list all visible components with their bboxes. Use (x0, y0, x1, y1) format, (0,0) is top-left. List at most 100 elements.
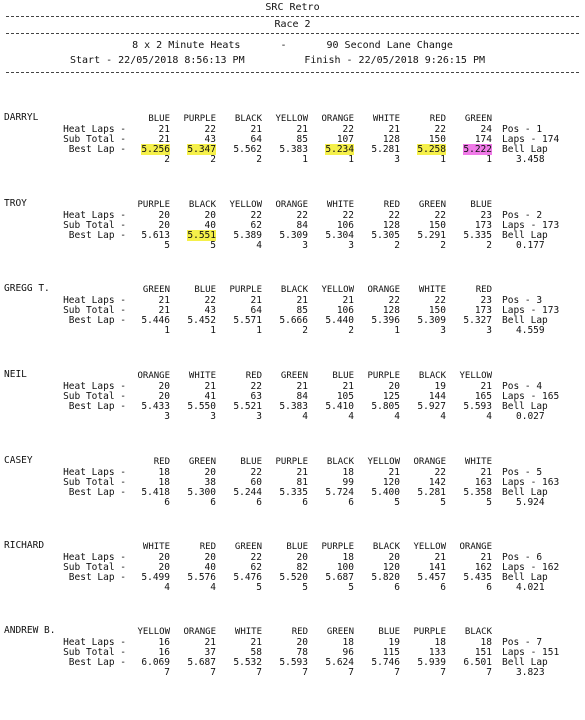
row-label-best-lap: Best Lap - (68, 230, 126, 241)
best-lap-value: 5.520 (279, 572, 308, 583)
sub-pos-value: 1 (302, 154, 308, 165)
sub-pos-value: 2 (348, 325, 354, 336)
sub-pos-value: 4 (210, 582, 216, 593)
heat-laps-value: 22 (388, 210, 400, 221)
heat-laps-value: 21 (204, 381, 216, 392)
total-laps: Laps - 174 (502, 134, 560, 145)
heat-laps-value: 22 (388, 295, 400, 306)
heat-laps-value: 23 (480, 295, 492, 306)
lane-colour-header: YELLOW (321, 285, 354, 295)
sub-total-value: 162 (474, 562, 492, 573)
sub-total-value: 105 (336, 391, 354, 402)
highlighted-best-lap: 5.551 (187, 230, 216, 241)
driver-block: CASEY RED GREEN BLUE PURPLE BLACK YELLOW ORANGE… (0, 455, 585, 535)
sub-pos-value: 5 (164, 240, 170, 251)
bell-lap-label: Bell Lap (502, 230, 548, 241)
position: Pos - 4 (502, 381, 543, 392)
best-lap-value: 5.244 (233, 487, 262, 498)
lane-colour-header: RED (475, 285, 492, 295)
lane-colour-header: PURPLE (367, 371, 400, 381)
sub-pos-value: 5 (302, 582, 308, 593)
heat-laps-value: 20 (388, 381, 400, 392)
sub-total-value: 115 (382, 647, 400, 658)
driver-name: NEIL (4, 369, 27, 380)
best-lap-value: 5.347 (170, 144, 216, 155)
heat-format: 8 x 2 Minute Heats (132, 40, 241, 51)
lane-colour-header: WHITE (142, 542, 170, 552)
heat-laps-value: 20 (296, 552, 308, 563)
driver-block: TROY PURPLE BLACK YELLOW ORANGE WHITE RED GREEN… (0, 198, 585, 278)
heat-laps-value: 21 (204, 637, 216, 648)
row-label-heat-laps: Heat Laps - (63, 637, 126, 648)
lane-colour-header: BLUE (378, 627, 400, 637)
best-lap-value: 5.327 (463, 315, 492, 326)
row-label-sub-total: Sub Total - (63, 647, 126, 658)
sub-total-value: 38 (204, 477, 216, 488)
position: Pos - 1 (502, 124, 543, 135)
best-lap-value: 5.613 (141, 230, 170, 241)
sub-total-value: 142 (428, 477, 446, 488)
lane-colour-header: ORANGE (413, 457, 446, 467)
sub-total-value: 81 (296, 477, 308, 488)
sub-total-value: 20 (158, 562, 170, 573)
best-lap-value: 5.927 (417, 401, 446, 412)
lane-colour-header: ORANGE (321, 114, 354, 124)
lane-colour-header: BLUE (286, 542, 308, 552)
lane-colour-header: WHITE (326, 200, 354, 210)
lane-colour-header: GREEN (234, 542, 262, 552)
best-lap-value: 5.258 (400, 144, 446, 155)
lane-colour-header: PURPLE (229, 285, 262, 295)
lane-colour-header: WHITE (234, 627, 262, 637)
lane-colour-header: YELLOW (137, 627, 170, 637)
lane-colour-header: BLACK (234, 114, 262, 124)
best-lap-value: 5.396 (371, 315, 400, 326)
sub-total-value: 165 (474, 391, 492, 402)
lane-colour-header: YELLOW (229, 200, 262, 210)
lane-colour-header: WHITE (188, 371, 216, 381)
lane-colour-header: YELLOW (413, 542, 446, 552)
sub-total-value: 120 (382, 562, 400, 573)
best-lap-value: 5.304 (325, 230, 354, 241)
row-label-heat-laps: Heat Laps - (63, 124, 126, 135)
sub-total-value: 173 (474, 305, 492, 316)
sub-total-value: 20 (158, 220, 170, 231)
best-lap-value: 5.335 (463, 230, 492, 241)
sub-pos-value: 1 (210, 325, 216, 336)
finish-time: Finish - 22/05/2018 9:26:15 PM (304, 55, 485, 66)
best-lap-value: 5.457 (417, 572, 446, 583)
sub-pos-value: 3 (256, 411, 262, 422)
heat-laps-value: 21 (296, 467, 308, 478)
heat-laps-value: 19 (434, 381, 446, 392)
best-lap-value: 5.532 (233, 657, 262, 668)
best-lap-value: 6.501 (463, 657, 492, 668)
position: Pos - 2 (502, 210, 543, 221)
total-laps: Laps - 162 (502, 562, 560, 573)
bell-lap-gap: 0.027 (516, 411, 545, 422)
sub-pos-value: 1 (164, 325, 170, 336)
heat-laps-value: 20 (158, 210, 170, 221)
lane-colour-header: ORANGE (459, 542, 492, 552)
heat-laps-value: 21 (158, 295, 170, 306)
best-lap-value: 5.446 (141, 315, 170, 326)
race-times: Start - 22/05/2018 8:56:13 PM Finish - 2… (0, 53, 585, 72)
lane-change: 90 Second Lane Change (326, 40, 453, 51)
sub-total-value: 99 (342, 477, 354, 488)
heat-laps-value: 21 (434, 552, 446, 563)
lane-colour-header: GREEN (142, 285, 170, 295)
sub-total-value: 85 (296, 305, 308, 316)
heat-laps-value: 22 (204, 124, 216, 135)
total-laps: Laps - 163 (502, 477, 560, 488)
sub-pos-value: 6 (348, 497, 354, 508)
best-lap-value: 5.562 (233, 144, 262, 155)
lane-colour-header: GREEN (280, 371, 308, 381)
sub-pos-value: 7 (302, 667, 308, 678)
row-label-heat-laps: Heat Laps - (63, 210, 126, 221)
heat-laps-value: 21 (388, 124, 400, 135)
sub-pos-value: 4 (302, 411, 308, 422)
best-lap-value: 5.433 (141, 401, 170, 412)
sub-total-value: 128 (382, 305, 400, 316)
best-lap-value: 5.624 (325, 657, 354, 668)
start-time: Start - 22/05/2018 8:56:13 PM (70, 55, 245, 66)
lane-colour-header: PURPLE (183, 114, 216, 124)
